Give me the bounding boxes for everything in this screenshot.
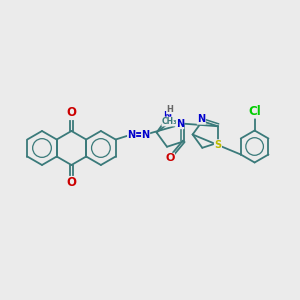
Text: N: N — [142, 130, 150, 140]
Text: H: H — [167, 105, 173, 114]
Text: CH₃: CH₃ — [162, 117, 177, 126]
Text: O: O — [66, 176, 76, 190]
Text: S: S — [214, 140, 221, 150]
Text: O: O — [165, 153, 174, 163]
Text: N: N — [163, 111, 171, 121]
Text: N: N — [128, 130, 136, 140]
Text: Cl: Cl — [248, 105, 261, 118]
Text: N: N — [197, 114, 205, 124]
Text: O: O — [66, 106, 76, 119]
Text: N: N — [176, 119, 184, 129]
